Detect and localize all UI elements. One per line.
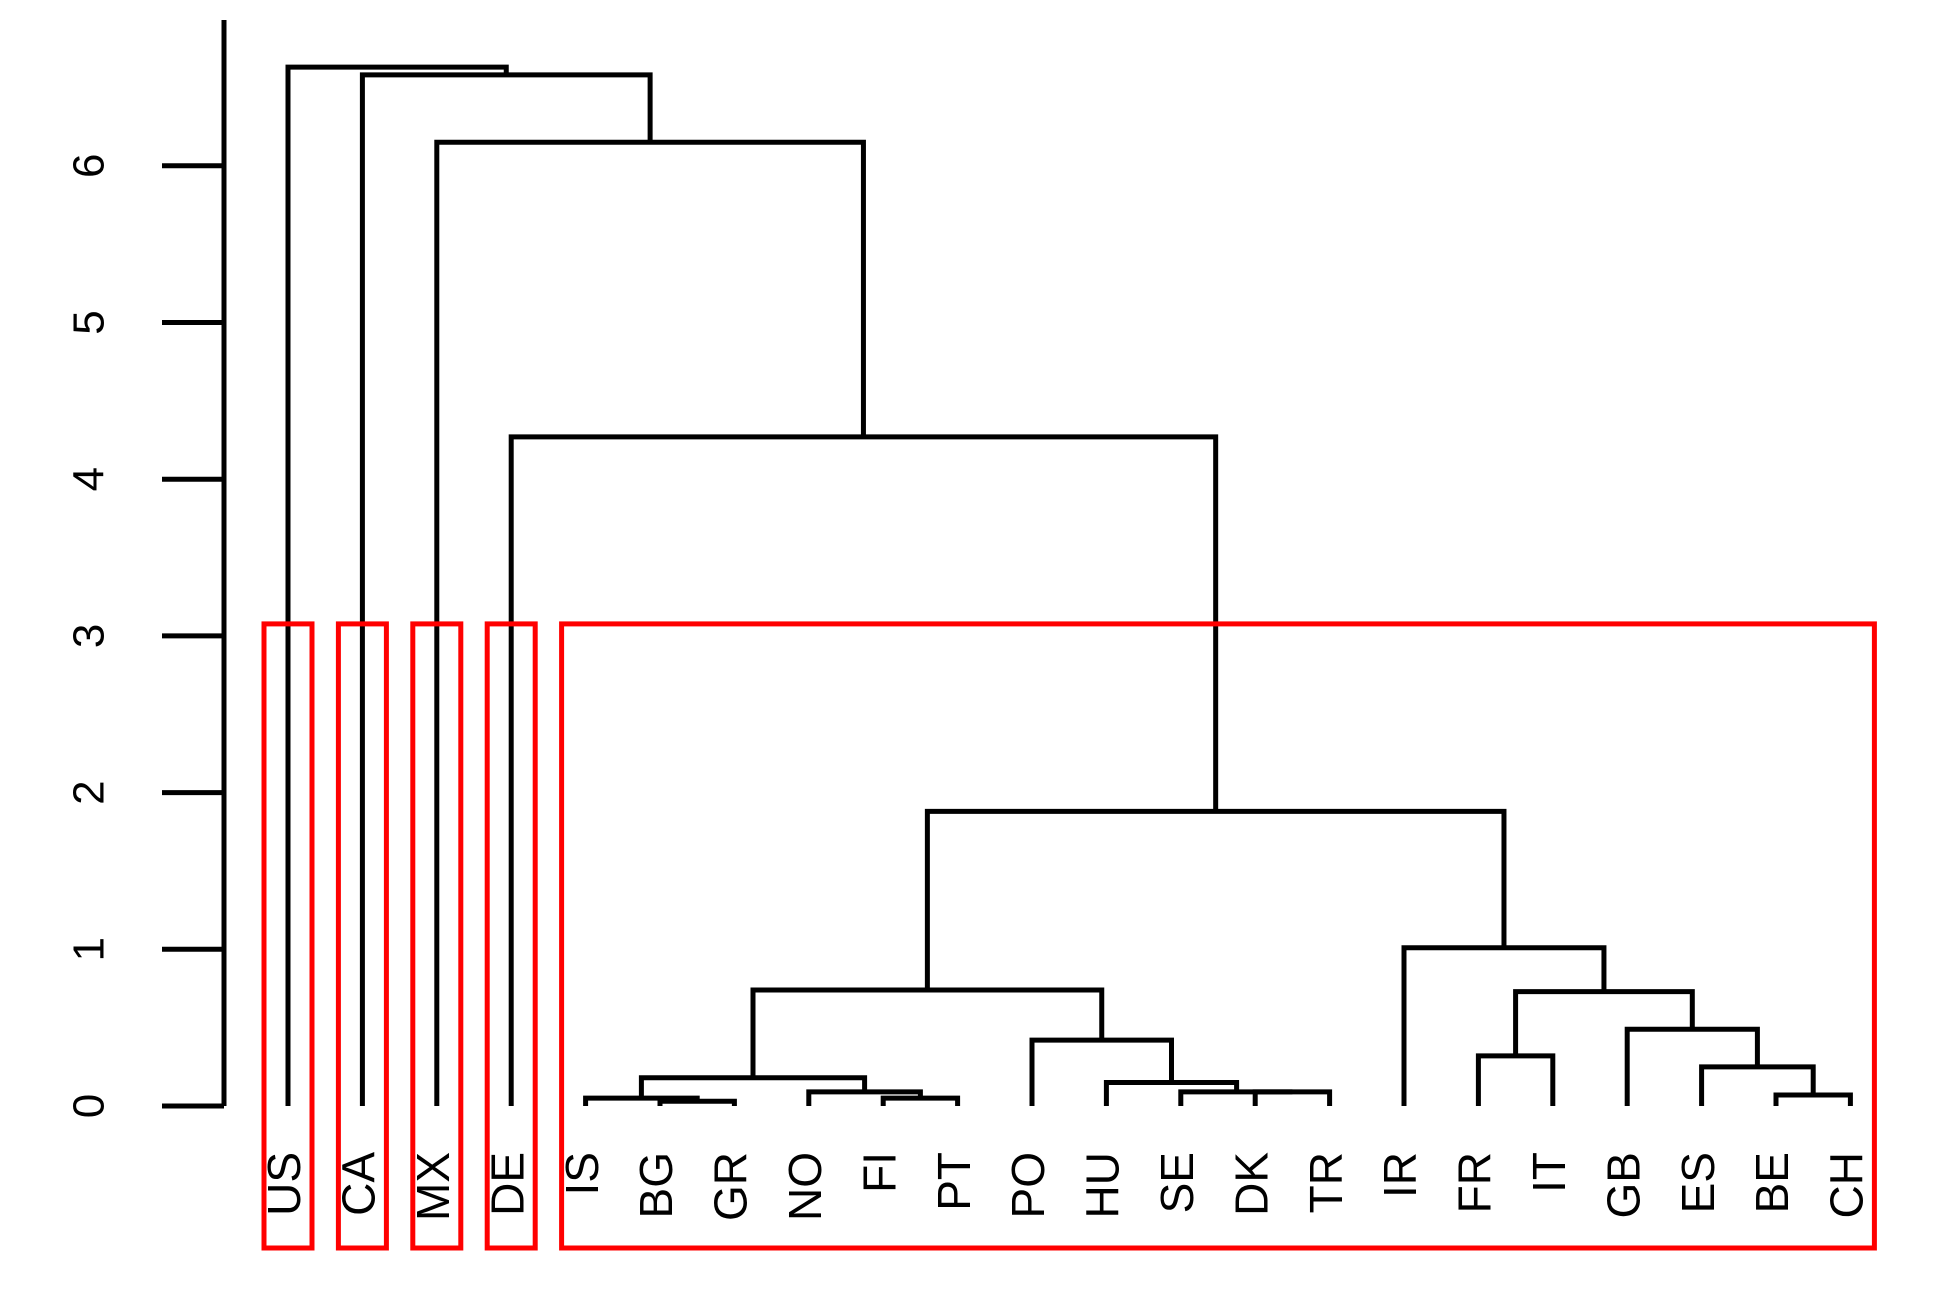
merge-m_fi_pt — [880, 1095, 961, 1106]
link-m_po_hu — [1029, 1037, 1174, 1106]
y-tick-label-2: 2 — [65, 780, 114, 804]
cluster-europe-box — [559, 621, 1877, 1251]
link-m_ir_fr — [1401, 945, 1607, 1106]
merge-m_se_dk — [1178, 1089, 1293, 1106]
cluster-boxes — [261, 621, 1877, 1251]
link-m_be_ch — [1773, 1092, 1853, 1106]
leaf-label-se: SE — [1151, 1152, 1203, 1213]
cluster-ca-box — [335, 621, 389, 1251]
leaf-label-is: IS — [556, 1152, 608, 1195]
leaf-label-it: IT — [1523, 1152, 1575, 1193]
merge-m_ca — [359, 72, 653, 1106]
link-m_gb_es — [1624, 1026, 1760, 1106]
leaf-label-ir: IR — [1374, 1152, 1426, 1198]
leaf-label-us: US — [258, 1152, 310, 1216]
cluster-mx-box — [410, 621, 464, 1251]
link-m_fr_it — [1475, 1053, 1556, 1106]
leaf-label-mx: MX — [407, 1152, 459, 1221]
merge-m_po_hu — [1029, 1037, 1174, 1106]
link-m_is_bg — [583, 1095, 700, 1106]
leaf-label-po: PO — [1002, 1152, 1054, 1218]
link-m_es_be — [1699, 1064, 1816, 1106]
y-axis: 0 1 2 3 4 5 6 — [65, 20, 227, 1118]
leaf-label-pt: PT — [928, 1152, 980, 1211]
link-m_us — [285, 64, 509, 1106]
leaf-label-no: NO — [779, 1152, 831, 1221]
merge-m_us — [285, 64, 509, 1106]
dendrogram-links — [285, 64, 1853, 1106]
link-m_no_fi — [806, 1089, 923, 1106]
merge-m_bg_gr — [657, 1098, 737, 1106]
leaf-label-ca: CA — [333, 1152, 385, 1216]
merge-m_ir_fr — [1401, 945, 1607, 1106]
link-m_de — [508, 434, 1219, 1106]
y-tick-label-5: 5 — [65, 310, 114, 334]
merge-m_fr_it — [1475, 1053, 1556, 1106]
link-m_se_dk — [1178, 1089, 1293, 1106]
merge-m_be_ch — [1773, 1092, 1853, 1106]
merge-m_is_bg — [583, 1095, 700, 1106]
leaf-label-es: ES — [1672, 1152, 1724, 1213]
y-tick-label-6: 6 — [65, 154, 114, 178]
merge-m_no_fi — [806, 1089, 923, 1106]
leaf-label-dk: DK — [1225, 1152, 1277, 1216]
merge-m_scan_po — [750, 987, 1105, 1078]
merge-m_es_be — [1699, 1064, 1816, 1106]
link-m_scan_po — [750, 987, 1105, 1078]
leaf-label-tr: TR — [1300, 1152, 1352, 1213]
link-m_fi_pt — [880, 1095, 961, 1106]
merge-m_fr_gb — [1513, 989, 1695, 1056]
cluster-de-box — [484, 621, 538, 1251]
y-tick-label-4: 4 — [65, 467, 114, 491]
leaf-label-gb: GB — [1597, 1152, 1649, 1218]
leaf-labels: US CA MX DE IS BG GR NO FI PT PO HU SE DK TR IR FR IT GB ES… — [258, 1152, 1872, 1221]
merge-m_gb_es — [1624, 1026, 1760, 1106]
leaf-label-fi: FI — [853, 1152, 905, 1193]
merge-m_de — [508, 434, 1219, 1106]
cluster-us-box — [261, 621, 315, 1251]
leaf-label-de: DE — [481, 1152, 533, 1216]
link-m_is_no — [638, 1075, 868, 1099]
y-tick-label-0: 0 — [65, 1094, 114, 1118]
leaf-label-hu: HU — [1077, 1152, 1129, 1218]
link-m_ca — [359, 72, 653, 1106]
y-tick-label-1: 1 — [65, 937, 114, 961]
link-m_europe — [924, 808, 1507, 991]
leaf-label-fr: FR — [1449, 1152, 1501, 1213]
link-m_bg_gr — [657, 1098, 737, 1106]
link-m_fr_gb — [1513, 989, 1695, 1056]
leaf-label-gr: GR — [705, 1152, 757, 1221]
merge-m_europe — [924, 808, 1507, 991]
leaf-label-ch: CH — [1821, 1152, 1873, 1218]
merge-m_is_no — [638, 1075, 868, 1099]
y-tick-label-3: 3 — [65, 624, 114, 648]
leaf-label-bg: BG — [630, 1152, 682, 1218]
leaf-label-be: BE — [1746, 1152, 1798, 1213]
